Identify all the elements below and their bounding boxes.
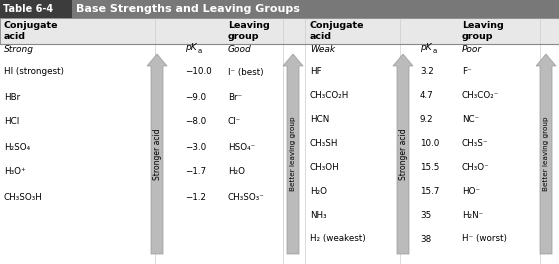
Text: CH₃OH: CH₃OH — [310, 163, 340, 172]
Text: Weak: Weak — [310, 45, 335, 54]
Text: H₂ (weakest): H₂ (weakest) — [310, 234, 366, 243]
Text: Table 6-4: Table 6-4 — [3, 4, 53, 14]
Text: CH₃SH: CH₃SH — [310, 139, 339, 148]
Text: Strong: Strong — [4, 45, 34, 54]
Text: 15.7: 15.7 — [420, 186, 439, 196]
Text: H₂O: H₂O — [228, 167, 245, 177]
Text: −8.0: −8.0 — [185, 117, 206, 126]
Text: Better leaving group: Better leaving group — [290, 117, 296, 191]
Text: −9.0: −9.0 — [185, 92, 206, 101]
Text: a: a — [198, 48, 202, 54]
Text: HI (strongest): HI (strongest) — [4, 68, 64, 77]
Bar — [0, 0, 559, 18]
FancyArrow shape — [393, 54, 413, 254]
Text: CH₃O⁻: CH₃O⁻ — [462, 163, 490, 172]
Text: H⁻ (worst): H⁻ (worst) — [462, 234, 507, 243]
FancyArrow shape — [536, 54, 556, 254]
Text: Base Strengths and Leaving Groups: Base Strengths and Leaving Groups — [76, 4, 300, 14]
Text: NH₃: NH₃ — [310, 210, 326, 219]
Text: 4.7: 4.7 — [420, 91, 434, 100]
Text: H₂SO₄: H₂SO₄ — [4, 143, 30, 152]
Text: Better leaving group: Better leaving group — [543, 117, 549, 191]
Text: CH₃SO₃⁻: CH₃SO₃⁻ — [228, 192, 265, 201]
Text: 38: 38 — [420, 234, 431, 243]
Text: HO⁻: HO⁻ — [462, 186, 480, 196]
Text: Cl⁻: Cl⁻ — [228, 117, 241, 126]
Text: CH₃CO₂H: CH₃CO₂H — [310, 91, 349, 100]
Text: −1.7: −1.7 — [185, 167, 206, 177]
Text: 10.0: 10.0 — [420, 139, 439, 148]
Text: CH₃S⁻: CH₃S⁻ — [462, 139, 489, 148]
Text: 15.5: 15.5 — [420, 163, 439, 172]
Text: a: a — [433, 48, 437, 54]
Text: H₃O⁺: H₃O⁺ — [4, 167, 26, 177]
Bar — [0, 18, 559, 44]
Bar — [0, 0, 72, 18]
Text: pK: pK — [185, 44, 197, 53]
Text: HF: HF — [310, 67, 321, 76]
Text: NC⁻: NC⁻ — [462, 115, 479, 124]
Text: Poor: Poor — [462, 45, 482, 54]
Text: pK: pK — [420, 44, 432, 53]
Text: HCl: HCl — [4, 117, 19, 126]
Text: Conjugate
acid: Conjugate acid — [4, 21, 59, 41]
Text: H₂O: H₂O — [310, 186, 327, 196]
Text: HCN: HCN — [310, 115, 329, 124]
Text: Leaving
group: Leaving group — [228, 21, 270, 41]
Text: 35: 35 — [420, 210, 431, 219]
Text: Stronger acid: Stronger acid — [153, 128, 162, 180]
Text: F⁻: F⁻ — [462, 67, 472, 76]
Text: Conjugate
acid: Conjugate acid — [310, 21, 364, 41]
Text: H₂N⁻: H₂N⁻ — [462, 210, 483, 219]
Text: I⁻ (best): I⁻ (best) — [228, 68, 264, 77]
Text: −3.0: −3.0 — [185, 143, 206, 152]
FancyArrow shape — [147, 54, 167, 254]
Text: Stronger acid: Stronger acid — [399, 128, 408, 180]
Bar — [0, 44, 559, 264]
Text: Br⁻: Br⁻ — [228, 92, 242, 101]
Text: CH₃SO₃H: CH₃SO₃H — [4, 192, 43, 201]
Text: 9.2: 9.2 — [420, 115, 434, 124]
Text: −10.0: −10.0 — [185, 68, 212, 77]
Text: 3.2: 3.2 — [420, 67, 434, 76]
Text: CH₃CO₂⁻: CH₃CO₂⁻ — [462, 91, 499, 100]
Text: −1.2: −1.2 — [185, 192, 206, 201]
Text: HSO₄⁻: HSO₄⁻ — [228, 143, 255, 152]
Text: HBr: HBr — [4, 92, 20, 101]
FancyArrow shape — [283, 54, 303, 254]
Text: Good: Good — [228, 45, 252, 54]
Text: Leaving
group: Leaving group — [462, 21, 504, 41]
